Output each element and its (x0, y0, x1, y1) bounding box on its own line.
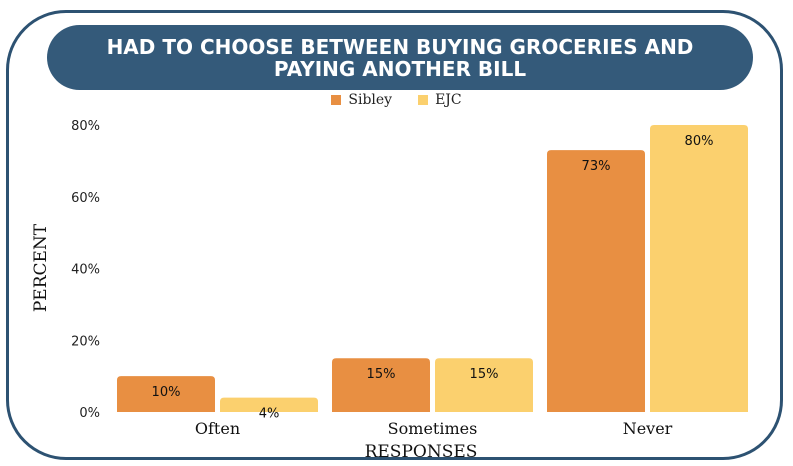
legend-label-ejc: EJC (435, 92, 462, 108)
y-tick-label: 40% (71, 263, 100, 278)
title-banner: HAD TO CHOOSE BETWEEN BUYING GROCERIES A… (47, 25, 753, 90)
legend-item-ejc: EJC (418, 92, 462, 108)
bar-ejc-never (650, 125, 748, 412)
bar-sibley-never (547, 150, 645, 413)
y-axis-ticks: 0% 20% 40% 60% 80% (71, 119, 100, 421)
data-label: 80% (685, 134, 714, 149)
chart-title: HAD TO CHOOSE BETWEEN BUYING GROCERIES A… (106, 34, 694, 81)
bar-ejc-often (220, 397, 318, 412)
data-label: 15% (367, 367, 396, 382)
bars: 10% 4% 15% 15% 73% 80% (117, 125, 748, 422)
bar-ejc-sometimes (435, 358, 533, 412)
legend-label-sibley: Sibley (348, 92, 393, 108)
y-tick-label: 0% (79, 406, 100, 421)
x-category-label: Often (195, 419, 240, 438)
legend-swatch-ejc (418, 95, 429, 105)
bar-sibley-often (117, 376, 215, 412)
legend: Sibley EJC (0, 92, 793, 108)
y-tick-label: 80% (71, 119, 100, 134)
bar-sibley-sometimes (332, 358, 430, 412)
data-label: 4% (259, 407, 280, 422)
data-label: 15% (470, 367, 499, 382)
legend-swatch-sibley (331, 95, 342, 105)
y-tick-label: 60% (71, 191, 100, 206)
legend-item-sibley: Sibley (331, 92, 392, 108)
x-axis-categories: Often Sometimes Never (195, 419, 673, 438)
x-category-label: Sometimes (388, 419, 478, 438)
x-axis-title: RESPONSES (365, 442, 478, 462)
data-label: 73% (582, 159, 611, 174)
y-axis-title: PERCENT (31, 223, 51, 312)
x-category-label: Never (623, 419, 673, 438)
data-label: 10% (152, 385, 181, 400)
y-tick-label: 20% (71, 334, 100, 349)
